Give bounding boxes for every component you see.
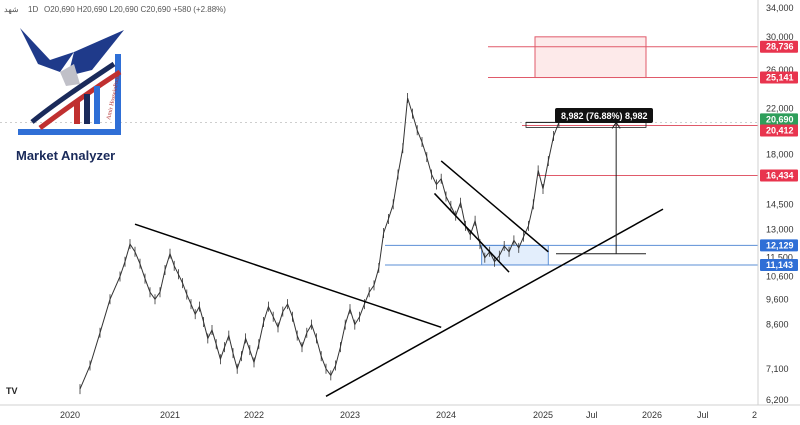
y-tick-label: 10,600 [766,271,794,281]
tradingview-logo: TV [6,386,18,396]
price-tag-resistance [760,169,798,182]
x-tick-label: 2 [752,410,757,420]
eagle-wing-left-icon [20,28,74,72]
x-tick-label: 2024 [436,410,456,420]
measure-label-text: 8,982 (76.88%) 8,982 [561,111,648,121]
measure-label-background [555,108,653,123]
price-tag-label: 12,129 [766,240,794,250]
measure-label: 8,982 (76.88%) 8,982 [555,108,653,123]
price-tag-resistance [760,40,798,53]
y-tick-label: 9,600 [766,294,789,304]
x-axis[interactable]: 2020 2021 2022 2023 2024 2025 Jul 2026 Jul 2 [60,410,757,420]
price-tag-resistance [760,124,798,137]
price-tag-support [760,258,798,271]
eagle-head-icon [60,64,80,86]
brand-logo: Amir HosseinPousat Market Analyzer [16,28,124,163]
x-tick-label: 2020 [60,410,80,420]
y-tick-label: 22,000 [766,103,794,113]
x-tick-label: 2022 [244,410,264,420]
y-tick-label: 18,000 [766,149,794,159]
y-tick-label: 11,500 [766,253,793,263]
y-axis[interactable]: 34,000 30,000 26,000 22,000 18,000 14,500 13,0… [766,3,794,405]
x-tick-label: Jul [697,410,709,420]
trendline-0 [134,223,442,329]
bar-dark-icon [84,94,90,124]
y-tick-label: 7,100 [766,364,789,374]
header-ohlc: O20,690 H20,690 L20,690 C20,690 +580 (+2… [44,5,226,14]
y-tick-label: 26,000 [766,65,794,75]
x-tick-label: 2021 [160,410,180,420]
trendline-3 [433,192,510,273]
price-tag-resistance [760,71,798,84]
header-interval: 1D [28,5,38,14]
brand-name: Market Analyzer [16,148,115,163]
price-tag-support [760,239,798,252]
header-symbol: شهد [4,5,19,14]
y-tick-label: 14,500 [766,199,794,209]
eagle-wing-right-icon [68,30,124,76]
frame-blue-icon [18,54,121,135]
y-tick-label: 13,000 [766,224,794,234]
trendline-1 [325,208,664,397]
y-tick-label: 34,000 [766,3,794,13]
y-tick-label: 8,600 [766,320,789,330]
trendline-2 [440,160,549,253]
price-tag-label: 25,141 [766,73,794,83]
trendlines-layer [134,160,664,397]
bar-blue-icon [94,86,100,124]
bar-red-icon [74,100,80,124]
swoosh-dark-icon [30,61,116,124]
price-tag-last [760,113,798,126]
y-tick-label: 6,200 [766,395,789,405]
y-tick-label: 30,000 [766,32,794,42]
price-tag-label: 11,143 [766,260,793,270]
price-tag-label: 20,690 [766,114,794,124]
price-tag-label: 20,412 [766,126,794,136]
price-tags: 28,736 25,141 20,690 20,412 16,434 12,129 11,1… [760,40,798,271]
x-tick-label: 2026 [642,410,662,420]
price-tag-label: 28,736 [766,42,794,52]
x-tick-label: 2025 [533,410,553,420]
x-tick-label: Jul [586,410,598,420]
price-tag-label: 16,434 [766,170,794,180]
tradingview-icon: TV [6,386,18,396]
x-tick-label: 2023 [340,410,360,420]
zone-resistance-0 [534,36,647,79]
